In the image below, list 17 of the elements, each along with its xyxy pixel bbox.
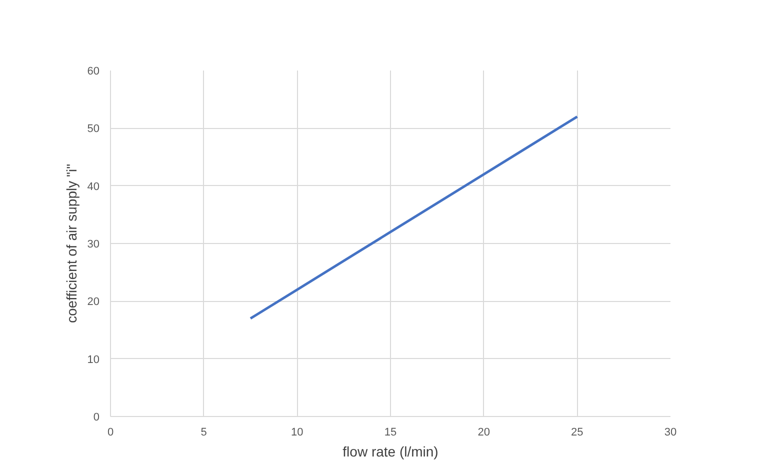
x-tick-label: 15 [384, 426, 397, 438]
x-tick-label: 10 [291, 426, 304, 438]
y-tick-label: 40 [87, 180, 100, 193]
x-tick-label: 5 [200, 426, 207, 438]
x-tick-label: 20 [478, 426, 490, 438]
line-series [249, 115, 578, 320]
y-tick-label: 10 [87, 354, 100, 366]
y-tick-label: 30 [87, 238, 100, 250]
y-tick-label: 0 [93, 412, 100, 424]
x-tick-label: 0 [107, 426, 114, 438]
x-tick-label: 25 [571, 426, 584, 438]
x-axis-title: flow rate (l/min) [342, 444, 438, 460]
y-tick-label: 60 [87, 66, 100, 78]
y-tick-label: 50 [87, 123, 100, 136]
y-tick-label: 20 [87, 296, 100, 308]
x-tick-label: 30 [664, 426, 677, 438]
y-axis-title: coefficient of air supply "i" [63, 164, 80, 324]
